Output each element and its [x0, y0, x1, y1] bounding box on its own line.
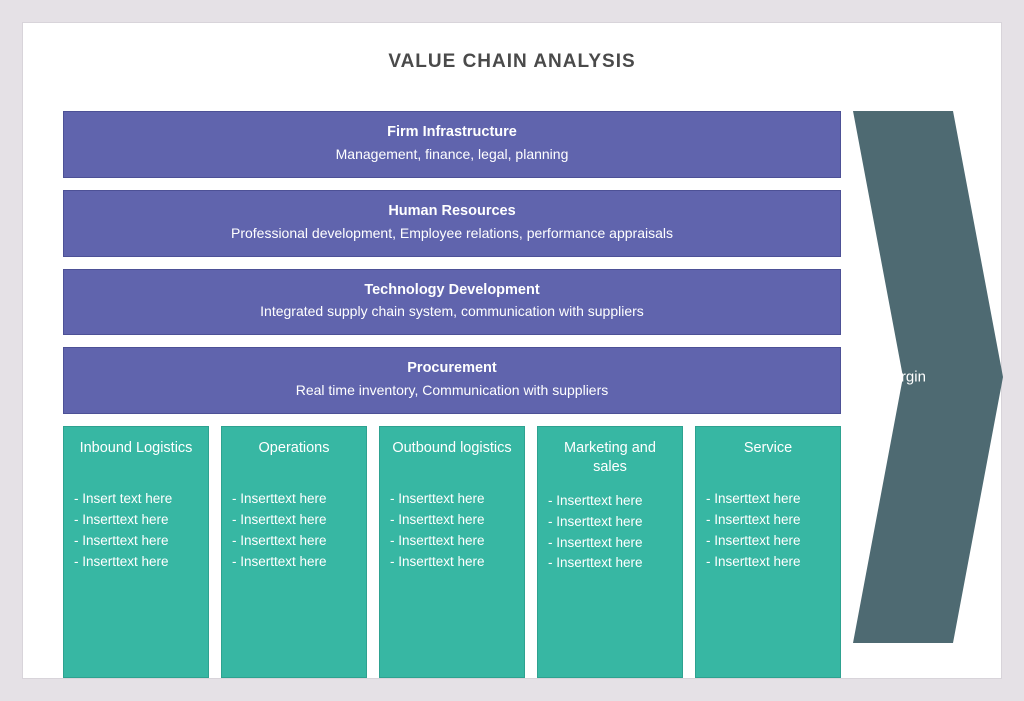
- primary-item: - Inserttext here: [74, 510, 198, 531]
- primary-item: - Inserttext here: [390, 510, 514, 531]
- primary-item: - Inserttext here: [232, 531, 356, 552]
- primary-item: - Inserttext here: [390, 489, 514, 510]
- primary-item: - Inserttext here: [706, 489, 830, 510]
- primary-item: - Inserttext here: [74, 531, 198, 552]
- primary-item: - Inserttext here: [548, 512, 672, 533]
- primary-header: Inbound Logistics: [74, 439, 198, 475]
- primary-col-marketing-sales: Marketing and sales - Inserttext here - …: [537, 426, 683, 678]
- primary-item: - Inserttext here: [706, 531, 830, 552]
- support-row-technology-development: Technology Development Integrated supply…: [63, 269, 841, 336]
- primary-item: - Inserttext here: [548, 533, 672, 554]
- support-subtext: Management, finance, legal, planning: [72, 144, 832, 165]
- primary-item: - Inserttext here: [232, 552, 356, 573]
- primary-item: - Inserttext here: [232, 489, 356, 510]
- support-subtext: Professional development, Employee relat…: [72, 223, 832, 244]
- primary-item: - Inserttext here: [390, 552, 514, 573]
- primary-item: - Inserttext here: [232, 510, 356, 531]
- support-header: Technology Development: [72, 280, 832, 302]
- primary-item: - Inserttext here: [548, 491, 672, 512]
- diagram-content: Firm Infrastructure Management, finance,…: [63, 111, 961, 651]
- primary-items: - Inserttext here - Inserttext here - In…: [706, 489, 830, 573]
- support-header: Procurement: [72, 358, 832, 380]
- primary-col-operations: Operations - Inserttext here - Inserttex…: [221, 426, 367, 678]
- margin-arrow: Margin: [853, 111, 1003, 643]
- primary-header: Service: [706, 439, 830, 475]
- diagram-canvas: VALUE CHAIN ANALYSIS Firm Infrastructure…: [22, 22, 1002, 679]
- support-row-procurement: Procurement Real time inventory, Communi…: [63, 347, 841, 414]
- support-header: Human Resources: [72, 201, 832, 223]
- primary-item: - Inserttext here: [548, 553, 672, 574]
- primary-item: - Inserttext here: [706, 552, 830, 573]
- primary-header: Operations: [232, 439, 356, 475]
- primary-col-outbound-logistics: Outbound logistics - Inserttext here - I…: [379, 426, 525, 678]
- primary-item: - Inserttext here: [74, 552, 198, 573]
- support-header: Firm Infrastructure: [72, 122, 832, 144]
- support-row-firm-infrastructure: Firm Infrastructure Management, finance,…: [63, 111, 841, 178]
- primary-items: - Inserttext here - Inserttext here - In…: [232, 489, 356, 573]
- support-subtext: Integrated supply chain system, communic…: [72, 301, 832, 322]
- primary-header: Outbound logistics: [390, 439, 514, 475]
- primary-header: Marketing and sales: [548, 439, 672, 477]
- primary-items: - Inserttext here - Inserttext here - In…: [548, 491, 672, 575]
- primary-item: - Insert text here: [74, 489, 198, 510]
- primary-item: - Inserttext here: [390, 531, 514, 552]
- primary-items: - Insert text here - Inserttext here - I…: [74, 489, 198, 573]
- support-subtext: Real time inventory, Communication with …: [72, 380, 832, 401]
- primary-col-service: Service - Inserttext here - Inserttext h…: [695, 426, 841, 678]
- primary-item: - Inserttext here: [706, 510, 830, 531]
- margin-label: Margin: [853, 369, 953, 386]
- diagram-title: VALUE CHAIN ANALYSIS: [23, 51, 1001, 73]
- primary-activities-row: Inbound Logistics - Insert text here - I…: [63, 426, 841, 678]
- primary-items: - Inserttext here - Inserttext here - In…: [390, 489, 514, 573]
- activities-stack: Firm Infrastructure Management, finance,…: [63, 111, 841, 678]
- primary-col-inbound-logistics: Inbound Logistics - Insert text here - I…: [63, 426, 209, 678]
- support-row-human-resources: Human Resources Professional development…: [63, 190, 841, 257]
